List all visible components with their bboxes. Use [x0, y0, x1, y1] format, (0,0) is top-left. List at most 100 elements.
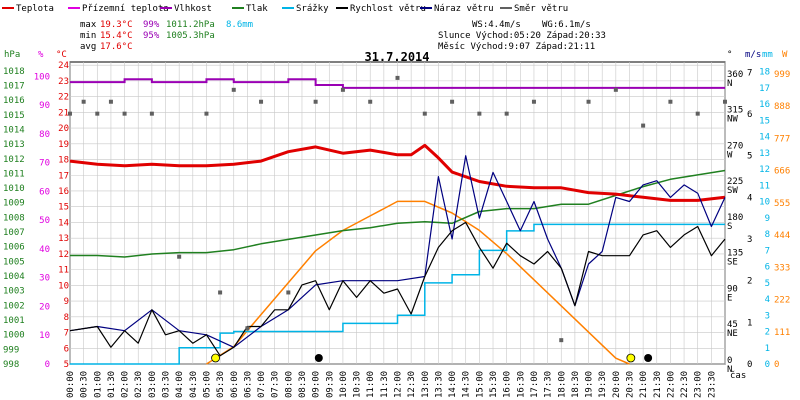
axis-tick-percent: 80 — [39, 130, 50, 140]
axis-tick-hpa: 1008 — [3, 213, 25, 223]
x-tick-label: 22:30 — [680, 371, 690, 398]
axis-tick-celsius: 23 — [58, 77, 69, 87]
axis-tick-mm: 8 — [765, 230, 770, 240]
x-tick-label: 10:30 — [353, 371, 363, 398]
axis-tick-ms: 0 — [747, 360, 752, 370]
legend-label: Srážky — [296, 4, 329, 14]
axis-tick-direction: 90 — [727, 284, 738, 294]
axis-tick-mm: 10 — [759, 198, 770, 208]
legend-label: Náraz větru — [434, 4, 494, 14]
wind-direction-point — [149, 111, 154, 116]
x-tick-label: 04:30 — [189, 371, 199, 398]
axis-tick-direction-name: N — [727, 365, 732, 375]
axis-tick-direction: 315 — [727, 106, 743, 116]
stats-avg-temp: 17.6°C — [100, 42, 133, 52]
axis-tick-celsius: 24 — [58, 61, 69, 71]
legend-label: Směr větru — [514, 4, 568, 14]
axis-tick-direction-name: N — [727, 79, 732, 89]
x-tick-label: 08:00 — [284, 371, 294, 398]
wind-direction-point — [122, 111, 127, 116]
axis-tick-hpa: 1007 — [3, 228, 25, 238]
x-tick-label: 12:30 — [407, 371, 417, 398]
x-tick-label: 23:30 — [707, 371, 717, 398]
axis-tick-w: 222 — [774, 296, 790, 306]
wind-direction-point — [68, 111, 72, 116]
series-precipitation-line — [70, 223, 725, 365]
wind-direction-point — [245, 326, 250, 331]
axis-tick-hpa: 1016 — [3, 96, 25, 106]
stats-avg-label: avg — [80, 42, 96, 52]
axis-tick-percent: 0 — [45, 360, 50, 370]
axis-tick-percent: 90 — [39, 101, 50, 111]
axis-tick-percent: 40 — [39, 245, 50, 255]
x-tick-label: 18:00 — [557, 371, 567, 398]
x-tick-label: 08:30 — [298, 371, 308, 398]
axis-tick-hpa: 1011 — [3, 169, 25, 179]
axis-tick-celsius: 17 — [58, 171, 69, 181]
axis-tick-direction: 45 — [727, 320, 738, 330]
stats-max-humidity: 99% — [143, 20, 160, 30]
axis-tick-hpa: 1000 — [3, 331, 25, 341]
axis-tick-hpa: 1013 — [3, 140, 25, 150]
x-tick-label: 22:00 — [666, 371, 676, 398]
wind-direction-point — [81, 99, 86, 104]
stats-precip-total: 8.6mm — [226, 20, 253, 30]
axis-tick-hpa: 1012 — [3, 155, 25, 165]
axis-tick-direction-name: E — [727, 293, 732, 303]
axis-tick-w: 555 — [774, 199, 790, 209]
axis-tick-mm: 1 — [765, 344, 770, 354]
wind-direction-point — [450, 99, 455, 104]
x-tick-label: 13:30 — [434, 371, 444, 398]
axis-label-ms: m/s — [745, 50, 761, 60]
axis-tick-percent: 10 — [39, 331, 50, 341]
axis-tick-celsius: 10 — [58, 281, 69, 291]
wind-direction-point — [531, 99, 536, 104]
axis-tick-mm: 2 — [765, 328, 770, 338]
axis-tick-percent: 70 — [39, 159, 50, 169]
x-tick-label: 20:00 — [612, 371, 622, 398]
x-tick-label: 18:30 — [571, 371, 581, 398]
axis-tick-mm: 3 — [765, 311, 770, 321]
series-humidity-line — [70, 78, 725, 89]
stats-max-temp: 19.3°C — [100, 20, 133, 30]
wind-direction-point — [340, 87, 345, 92]
axis-tick-direction: 0 — [727, 356, 732, 366]
axis-tick-mm: 9 — [765, 214, 770, 224]
legend-label: Teplota — [16, 4, 54, 14]
axis-tick-direction: 270 — [727, 141, 743, 151]
axis-tick-celsius: 11 — [58, 266, 69, 276]
wind-direction-point — [477, 111, 482, 116]
x-tick-label: 10:00 — [339, 371, 349, 398]
axis-tick-percent: 20 — [39, 302, 50, 312]
series-temperature-line — [69, 143, 726, 202]
legend-label: Tlak — [246, 4, 268, 14]
x-tick-label: 11:30 — [380, 371, 390, 398]
x-tick-label: 01:00 — [93, 371, 103, 398]
x-tick-label: 00:30 — [80, 371, 90, 398]
x-tick-label: 21:00 — [639, 371, 649, 398]
axis-tick-w: 777 — [774, 134, 790, 144]
axis-tick-w: 111 — [774, 328, 790, 338]
axis-tick-celsius: 21 — [58, 108, 69, 118]
axis-tick-mm: 16 — [759, 100, 770, 110]
stats-wind-gust: WG:6.1m/s — [542, 20, 591, 30]
axis-tick-direction: 225 — [727, 177, 743, 187]
axis-tick-hpa: 1001 — [3, 316, 25, 326]
axis-label-hpa: hPa — [4, 50, 20, 60]
axis-tick-celsius: 22 — [58, 93, 69, 103]
wind-direction-point — [613, 87, 618, 92]
wind-direction-point — [177, 254, 182, 259]
wind-direction-point — [108, 99, 113, 104]
x-tick-label: 09:30 — [325, 371, 335, 398]
axis-tick-w: 444 — [774, 231, 790, 241]
axis-tick-celsius: 5 — [64, 360, 69, 370]
sun-marker — [211, 353, 220, 363]
axis-tick-ms: 6 — [747, 110, 752, 120]
sun-marker — [626, 353, 636, 363]
axis-tick-hpa: 1006 — [3, 243, 25, 253]
x-tick-label: 02:00 — [121, 371, 131, 398]
axis-tick-direction: 135 — [727, 249, 743, 259]
x-tick-label: 07:00 — [257, 371, 267, 398]
axis-tick-hpa: 1002 — [3, 301, 25, 311]
